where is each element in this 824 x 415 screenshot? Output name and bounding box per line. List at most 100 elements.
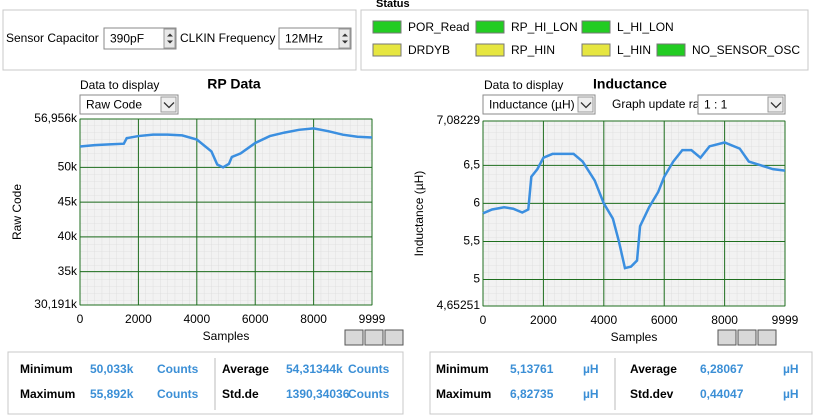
graph-tool[interactable] xyxy=(737,329,757,346)
x-axis-label: Samples xyxy=(611,330,658,344)
spin-button[interactable] xyxy=(163,28,176,49)
y-tick-label: 40k xyxy=(58,229,78,243)
y-tick-label: 50k xyxy=(58,160,78,174)
dropdown-arrow xyxy=(770,102,782,109)
status-label: POR_Read xyxy=(408,20,469,34)
stat-value: Counts xyxy=(157,387,199,401)
setting-label: Sensor Capacitor xyxy=(6,31,99,45)
clkin-input[interactable] xyxy=(278,27,352,50)
stat-value: 6,28067 xyxy=(700,362,744,376)
y-tick-label: 30,191k xyxy=(34,297,78,311)
x-tick-label: 6000 xyxy=(651,313,678,327)
capacitor-input-value: 390pF xyxy=(110,32,144,46)
display-select-value: Raw Code xyxy=(86,98,142,112)
status-title: Status xyxy=(376,0,410,10)
status-led xyxy=(581,43,611,57)
spin-arrows xyxy=(167,33,173,44)
stat-label: Average xyxy=(630,362,677,376)
chart-title: RP Data xyxy=(207,76,261,92)
stat-label: Average xyxy=(222,362,269,376)
stat-value: µH xyxy=(583,387,599,401)
stat-value: 54,31344k xyxy=(286,362,343,376)
setting-label: CLKIN Frequency xyxy=(180,31,275,45)
rate-select[interactable] xyxy=(697,94,786,115)
display-select[interactable] xyxy=(482,94,596,115)
dropdown-button[interactable] xyxy=(577,96,594,113)
stats-box xyxy=(429,351,813,415)
status-label: L_HI_LON xyxy=(617,20,674,34)
y-axis-label: Raw Code xyxy=(10,184,24,240)
plot-area xyxy=(79,118,373,306)
status-led xyxy=(372,43,402,57)
y-tick-label: 4,65251 xyxy=(437,298,481,312)
status-box xyxy=(360,9,809,71)
graph-tool[interactable] xyxy=(384,329,404,346)
chart-title: Inductance xyxy=(593,76,667,92)
graph-tool[interactable] xyxy=(717,329,737,346)
x-tick-label: 0 xyxy=(77,312,84,326)
stat-value: Counts xyxy=(348,362,390,376)
dropdown-button[interactable] xyxy=(160,96,177,113)
stat-value: Counts xyxy=(157,362,199,376)
rate-select-value: 1 : 1 xyxy=(704,98,728,112)
stat-value: µH xyxy=(783,362,799,376)
x-axis-label: Samples xyxy=(203,329,250,343)
data-line xyxy=(79,127,373,169)
spin-arrows xyxy=(342,33,348,44)
spin-button[interactable] xyxy=(338,28,351,49)
y-tick-label: 35k xyxy=(58,264,78,278)
x-tick-label: 4000 xyxy=(590,313,617,327)
rate-label: Graph update rate xyxy=(612,97,710,111)
graph-tool[interactable] xyxy=(364,329,384,346)
stat-value: 5,13761 xyxy=(510,362,554,376)
status-led xyxy=(656,43,686,57)
y-tick-label: 6 xyxy=(473,196,480,210)
status-label: RP_HI_LON xyxy=(511,20,578,34)
status-led xyxy=(581,20,611,34)
status-label: DRDYB xyxy=(408,43,450,57)
clkin-input-value: 12MHz xyxy=(285,32,323,46)
y-axis-label: Inductance (µH) xyxy=(412,171,426,257)
y-tick-label: 5 xyxy=(473,272,480,286)
dropdown-arrow xyxy=(580,102,592,109)
stat-label: Minimum xyxy=(20,362,73,376)
x-tick-label: 4000 xyxy=(183,312,210,326)
display-label: Data to display xyxy=(484,78,563,92)
x-tick-label: 6000 xyxy=(242,312,269,326)
status-led xyxy=(372,20,402,34)
x-tick-label: 2000 xyxy=(530,313,557,327)
data-line xyxy=(482,141,786,270)
stat-label: Maximum xyxy=(20,387,75,401)
y-tick-label: 45k xyxy=(58,194,78,208)
stat-value: Counts xyxy=(348,387,390,401)
plot-area xyxy=(482,120,786,307)
display-label: Data to display xyxy=(80,78,159,92)
status-label: L_HIN xyxy=(617,43,651,57)
x-tick-label: 8000 xyxy=(711,313,738,327)
y-tick-label: 5,5 xyxy=(463,234,480,248)
stat-label: Std.dev xyxy=(630,387,674,401)
stat-value: 1390,34036 xyxy=(286,387,350,401)
graph-tool[interactable] xyxy=(344,329,364,346)
stats-box xyxy=(7,351,404,415)
graph-tool[interactable] xyxy=(757,329,777,346)
x-tick-label: 0 xyxy=(480,313,487,327)
status-led xyxy=(475,20,505,34)
stat-value: 55,892k xyxy=(90,387,134,401)
y-tick-label: 7,08229 xyxy=(437,113,481,127)
x-tick-label: 2000 xyxy=(125,312,152,326)
display-select[interactable] xyxy=(79,94,179,115)
x-tick-label: 9999 xyxy=(772,313,799,327)
stat-value: 50,033k xyxy=(90,362,134,376)
dropdown-arrow xyxy=(163,102,175,109)
stat-label: Maximum xyxy=(436,387,491,401)
capacitor-input[interactable] xyxy=(103,27,177,50)
dropdown-button[interactable] xyxy=(767,96,784,113)
x-tick-label: 9999 xyxy=(359,312,386,326)
status-label: NO_SENSOR_OSC xyxy=(692,43,800,57)
x-tick-label: 8000 xyxy=(300,312,327,326)
status-label: RP_HIN xyxy=(511,43,555,57)
y-tick-label: 6,5 xyxy=(463,158,480,172)
y-tick-label: 56,956k xyxy=(34,111,78,125)
